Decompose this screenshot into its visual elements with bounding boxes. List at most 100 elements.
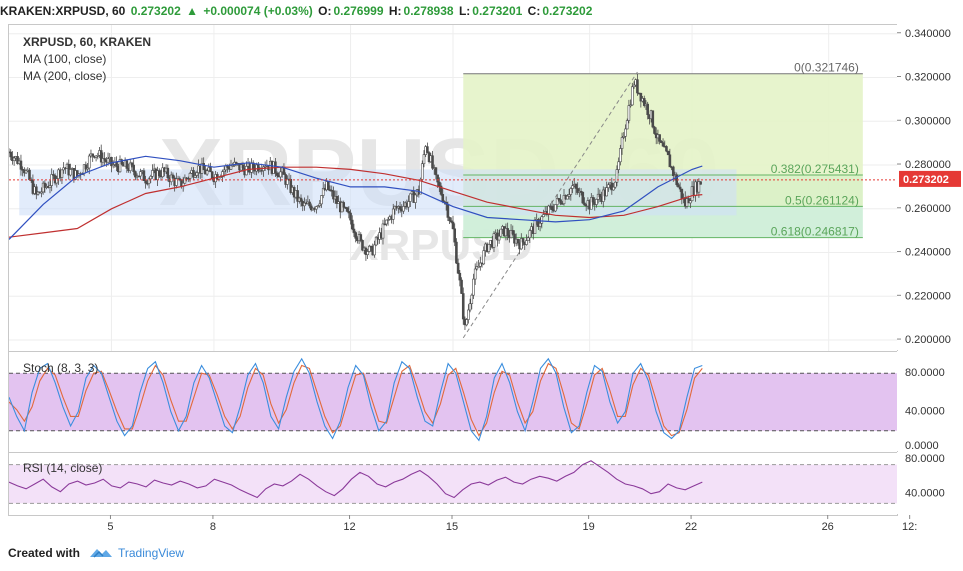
open-value: 0.276999 xyxy=(333,4,384,18)
candle-body xyxy=(414,194,417,203)
tradingview-link[interactable]: TradingView xyxy=(118,546,185,560)
candle-body xyxy=(697,181,701,193)
candle-body xyxy=(383,223,386,226)
time-tick-label: 12: xyxy=(902,521,917,533)
legend-ma100[interactable]: MA (100, close) xyxy=(23,52,107,66)
candle-body xyxy=(286,178,289,185)
candle-body xyxy=(420,163,424,180)
candle-body xyxy=(193,175,197,178)
stoch-pane[interactable]: Stoch (8, 3, 3) xyxy=(8,351,898,453)
candle-body xyxy=(202,163,205,171)
candle-body xyxy=(533,219,537,234)
candle-body xyxy=(473,268,477,280)
candle-body xyxy=(316,205,320,208)
fib-level-label: 0.382(0.275431) xyxy=(771,162,859,176)
ma100-line xyxy=(8,155,703,240)
rsi-label[interactable]: RSI (14, close) xyxy=(23,461,103,475)
price-chart[interactable]: XRPUSD, 60XRPUSD0(0.321746)0.382(0.27543… xyxy=(7,25,912,351)
candle-body xyxy=(617,161,620,170)
candle-body xyxy=(574,184,578,189)
candle-body xyxy=(327,181,330,190)
change-value: +0.000074 (+0.03%) xyxy=(203,4,313,18)
candle-body xyxy=(134,171,137,178)
candle-body xyxy=(460,279,463,294)
candle-body xyxy=(381,223,385,239)
candle-body xyxy=(157,170,161,177)
candle-body xyxy=(299,197,303,202)
candle-body xyxy=(624,128,627,137)
candle-body xyxy=(571,185,574,189)
candle-body xyxy=(487,244,491,252)
candle-body xyxy=(581,191,585,204)
candle-body xyxy=(147,178,151,184)
legend-title: XRPUSD, 60, KRAKEN xyxy=(23,35,152,49)
candle-body xyxy=(9,151,13,158)
candle-body xyxy=(48,185,52,188)
candle-body xyxy=(347,211,351,214)
candle-body xyxy=(28,169,31,181)
candle-body xyxy=(24,170,28,174)
range-box xyxy=(19,169,737,216)
candle-body xyxy=(161,167,164,178)
candle-body xyxy=(175,178,178,186)
change-arrow-icon: ▲ xyxy=(186,4,198,18)
candle-body xyxy=(591,197,595,203)
stoch-axis-svg: 80.0000 40.0000 0.0000 xyxy=(905,367,945,452)
candle-body xyxy=(431,155,434,169)
price-tick-label: 0.320000 xyxy=(905,72,951,84)
candle-body xyxy=(661,142,665,147)
candle-body xyxy=(137,175,141,178)
candle-body xyxy=(188,173,192,179)
price-pane[interactable]: XRPUSD, 60XRPUSD0(0.321746)0.382(0.27543… xyxy=(7,24,912,352)
candle-body xyxy=(398,206,402,210)
time-axis[interactable]: 5 8 12 15 19 22 26 12: xyxy=(8,515,963,537)
candle-body xyxy=(128,162,132,172)
candle-body xyxy=(111,164,115,167)
candle-body xyxy=(477,266,480,268)
candle-body xyxy=(506,228,509,236)
stoch-chart[interactable] xyxy=(8,352,897,452)
legend-ma200[interactable]: MA (200, close) xyxy=(23,69,107,83)
price-axis[interactable]: 0.340000 0.320000 0.300000 0.280000 0.260000… xyxy=(897,24,963,350)
candle-body xyxy=(475,266,479,270)
symbol-label[interactable]: KRAKEN:XRPUSD, 60 xyxy=(0,4,126,18)
candle-body xyxy=(171,174,175,179)
candle-body xyxy=(559,199,562,204)
chart-legend: XRPUSD, 60, KRAKEN MA (100, close) MA (2… xyxy=(23,34,151,85)
candle-body xyxy=(610,182,614,191)
rsi-chart[interactable] xyxy=(8,453,897,515)
candle-body xyxy=(391,208,395,220)
candle-body xyxy=(583,202,586,206)
candle-body xyxy=(374,236,378,246)
candle-body xyxy=(366,251,369,255)
stoch-label[interactable]: Stoch (8, 3, 3) xyxy=(23,361,99,375)
time-tick-label: 19 xyxy=(582,521,594,533)
candle-body xyxy=(465,319,468,326)
candle-body xyxy=(139,171,142,177)
candle-body xyxy=(554,204,557,212)
candle-body xyxy=(612,186,615,191)
open-label: O: xyxy=(318,4,332,18)
price-tick-label: 0.240000 xyxy=(905,247,951,259)
candle-body xyxy=(335,196,339,204)
candle-body xyxy=(308,201,311,207)
candle-body xyxy=(16,156,19,164)
candle-body xyxy=(619,148,622,163)
price-tick-label: 0.260000 xyxy=(905,203,951,215)
candle-body xyxy=(263,165,267,168)
candle-body xyxy=(467,309,470,320)
candle-body xyxy=(55,178,59,184)
candle-body xyxy=(479,262,482,267)
candle-body xyxy=(449,220,453,223)
candle-body xyxy=(660,141,663,143)
candle-body xyxy=(12,157,16,162)
created-with-label: Created with xyxy=(8,546,81,560)
candle-body xyxy=(87,155,91,169)
rsi-pane[interactable]: RSI (14, close) xyxy=(8,452,898,516)
candle-body xyxy=(125,160,129,169)
candle-body xyxy=(550,205,554,210)
candle-body xyxy=(43,182,47,188)
candle-body xyxy=(677,184,680,188)
candle-body xyxy=(221,171,224,177)
candle-body xyxy=(226,165,229,168)
